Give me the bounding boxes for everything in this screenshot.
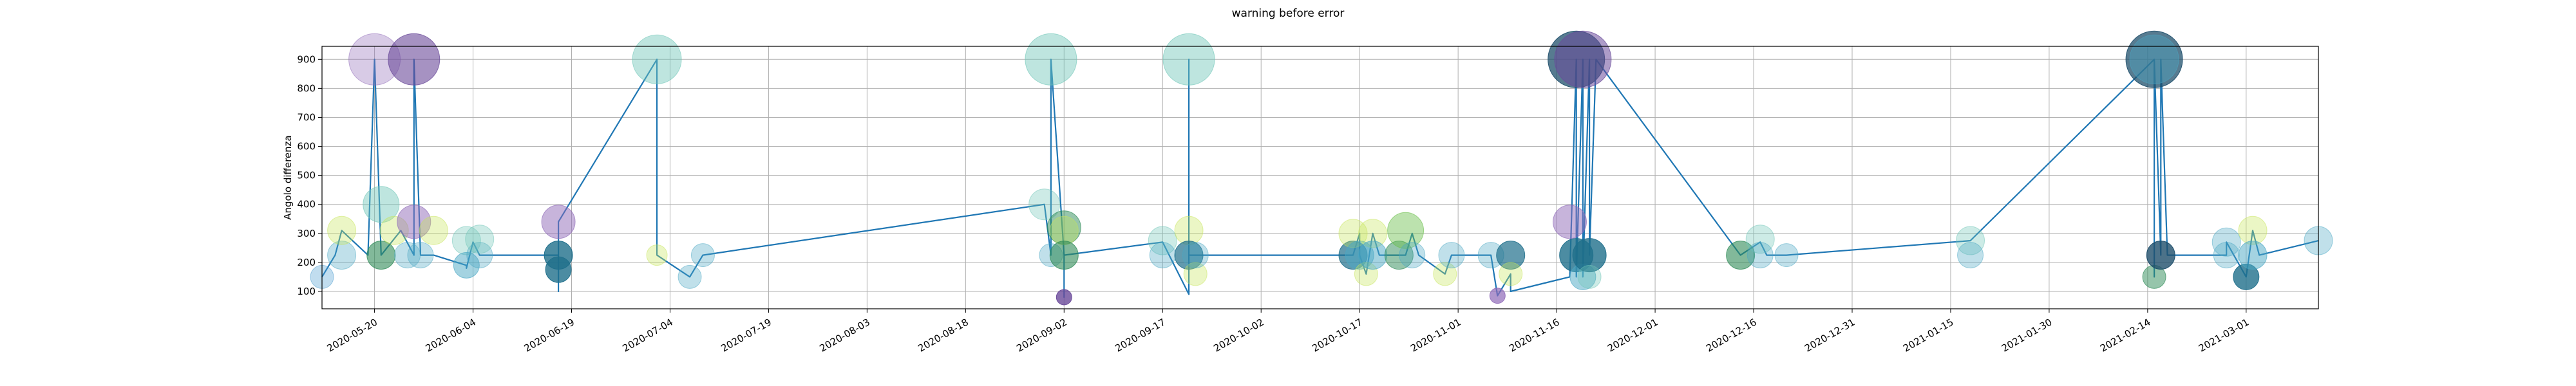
data-point-14 xyxy=(466,242,493,269)
data-line xyxy=(321,59,2319,299)
y-axis: 100 200 300 400 500 600 700 800 900 xyxy=(297,53,322,297)
x-tick-label-6: 2020-08-18 xyxy=(916,317,971,354)
x-tick-label-5: 2020-08-03 xyxy=(817,317,872,354)
data-point-18 xyxy=(541,205,576,239)
data-point-49 xyxy=(1489,288,1506,304)
x-tick-label-10: 2020-10-17 xyxy=(1310,317,1365,354)
data-point-54 xyxy=(1554,30,1612,88)
data-point-10 xyxy=(407,242,434,269)
y-tick-label-0: 100 xyxy=(297,286,316,297)
data-point-25 xyxy=(1025,33,1077,86)
x-tick-label-16: 2021-01-15 xyxy=(1901,317,1956,354)
data-point-66 xyxy=(2129,34,2179,84)
data-point-73 xyxy=(2238,241,2268,270)
data-point-33 xyxy=(1162,33,1215,86)
data-point-59 xyxy=(1726,241,1756,270)
y-tick-label-7: 800 xyxy=(297,82,316,94)
x-tick-label-9: 2020-10-02 xyxy=(1211,317,1266,354)
x-tick-label-7: 2020-09-02 xyxy=(1014,317,1069,354)
x-tick-label-1: 2020-06-04 xyxy=(424,317,478,354)
x-tick-label-0: 2020-05-20 xyxy=(325,317,380,354)
data-point-4 xyxy=(366,241,396,270)
data-point-11 xyxy=(419,216,448,245)
x-tick-label-13: 2020-12-01 xyxy=(1605,317,1660,354)
data-point-8 xyxy=(388,33,440,86)
data-point-15 xyxy=(465,225,495,254)
y-tick-label-2: 300 xyxy=(297,228,316,239)
data-point-63 xyxy=(1956,226,1985,255)
data-point-31 xyxy=(1149,242,1176,269)
x-tick-label-4: 2020-07-19 xyxy=(719,317,774,354)
data-point-60 xyxy=(1745,225,1775,254)
y-tick-label-8: 900 xyxy=(297,53,316,65)
data-point-68 xyxy=(2146,241,2175,270)
series-line xyxy=(321,59,2319,299)
x-tick-label-14: 2020-12-16 xyxy=(1704,317,1759,354)
data-point-2 xyxy=(327,216,357,245)
x-tick-label-2: 2020-06-19 xyxy=(522,317,577,354)
data-point-57 xyxy=(1572,238,1607,273)
y-tick-label-5: 600 xyxy=(297,141,316,152)
data-point-28 xyxy=(1049,241,1079,270)
data-point-62 xyxy=(1774,243,1799,268)
data-point-44 xyxy=(1387,212,1425,249)
y-tick-label-3: 400 xyxy=(297,199,316,210)
x-tick-label-3: 2020-07-04 xyxy=(621,317,676,354)
grid xyxy=(322,46,2318,309)
data-point-1 xyxy=(327,241,357,270)
data-point-27 xyxy=(1049,216,1079,245)
data-point-23 xyxy=(1028,188,1061,221)
plot-area-frame xyxy=(321,46,2319,309)
data-point-29 xyxy=(1056,289,1072,306)
data-point-70 xyxy=(2213,242,2240,269)
x-axis: 2020-05-20 2020-06-04 2020-06-19 2020-07-04… xyxy=(325,309,2251,354)
data-point-35 xyxy=(1183,262,1208,286)
x-tick-label-19: 2021-03-01 xyxy=(2197,317,2251,354)
y-tick-label-1: 200 xyxy=(297,257,316,268)
data-point-42 xyxy=(1358,241,1388,270)
x-tick-label-17: 2021-01-30 xyxy=(2000,317,2054,354)
data-point-50 xyxy=(1496,241,1526,270)
x-tick-label-11: 2020-11-01 xyxy=(1408,317,1463,354)
data-point-64 xyxy=(1957,242,1984,269)
data-point-5 xyxy=(363,186,400,223)
data-point-21 xyxy=(677,264,702,289)
data-point-19 xyxy=(632,34,682,84)
data-point-51 xyxy=(1499,262,1523,286)
data-point-22 xyxy=(690,243,715,268)
data-point-72 xyxy=(2238,216,2268,245)
x-tick-label-12: 2020-11-16 xyxy=(1507,317,1562,354)
x-tick-label-18: 2021-02-14 xyxy=(2098,317,2153,354)
data-point-17 xyxy=(545,256,572,283)
data-point-20 xyxy=(646,244,668,266)
x-tick-label-15: 2020-12-31 xyxy=(1803,317,1857,354)
chart-title: warning before error xyxy=(1232,7,1345,20)
y-tick-label-4: 500 xyxy=(297,170,316,181)
data-point-47 xyxy=(1438,242,1465,269)
data-point-52 xyxy=(1553,205,1587,239)
x-tick-label-8: 2020-09-17 xyxy=(1113,317,1168,354)
data-point-36 xyxy=(1182,242,1209,269)
data-point-65 xyxy=(2125,30,2183,88)
data-point-9 xyxy=(397,205,431,239)
data-point-61 xyxy=(1747,242,1774,269)
data-point-30 xyxy=(1148,226,1177,255)
y-axis-label: Angolo differenza xyxy=(282,135,294,219)
y-tick-label-6: 700 xyxy=(297,111,316,123)
data-markers xyxy=(310,30,2333,306)
data-point-58 xyxy=(1577,264,1602,289)
data-point-32 xyxy=(1174,216,1204,245)
data-point-13 xyxy=(453,252,480,279)
data-point-45 xyxy=(1399,242,1426,269)
